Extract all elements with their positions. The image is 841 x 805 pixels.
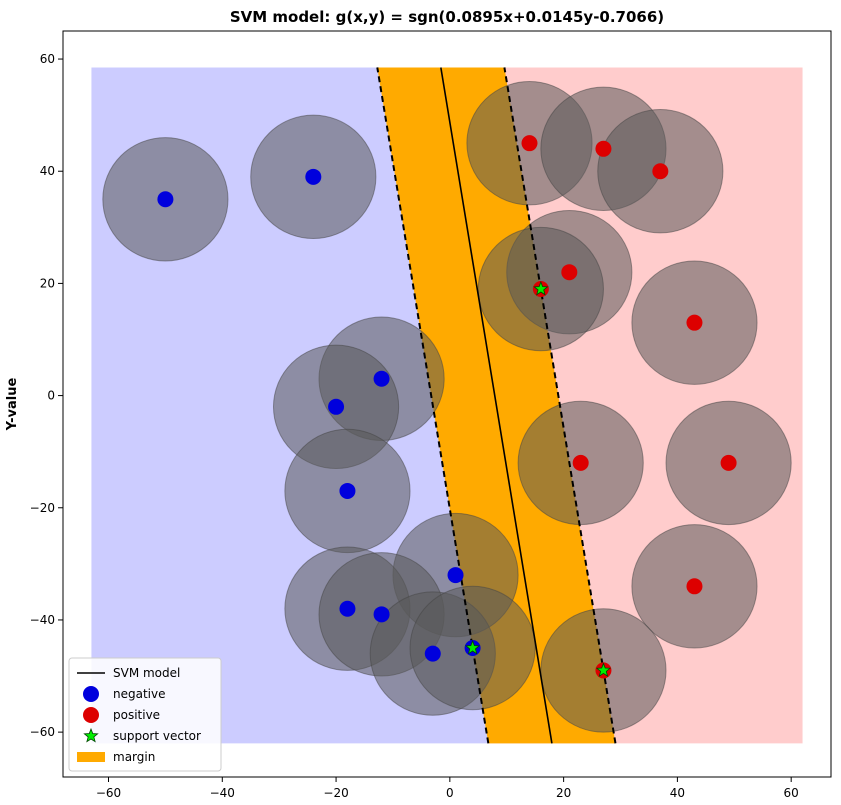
y-axis-label: Y-value [5, 377, 20, 431]
negative-point [339, 600, 356, 617]
margin-line-negative [503, 67, 617, 744]
y-tick-label: −60 [30, 725, 55, 739]
y-tick-label: 0 [47, 389, 55, 403]
x-tick-label: −60 [96, 786, 121, 800]
positive-point [720, 454, 737, 471]
margin-line-positive [376, 67, 490, 744]
y-tick-label: −20 [30, 501, 55, 515]
legend-label: support vector [113, 729, 201, 743]
negative-point [373, 370, 390, 387]
x-tick-label: −20 [323, 786, 348, 800]
y-tick-label: 40 [40, 164, 55, 178]
positive-point [572, 454, 589, 471]
legend-label: margin [113, 750, 155, 764]
positive-point [686, 314, 703, 331]
plot-frame [62, 30, 832, 778]
negative-point [328, 398, 345, 415]
y-tick-label: 20 [40, 276, 55, 290]
y-tick-label: −40 [30, 613, 55, 627]
positive-point [686, 578, 703, 595]
legend-label: positive [113, 708, 160, 722]
support-vector-star [533, 280, 549, 296]
support-vector-star [595, 662, 612, 677]
negative-point [305, 168, 322, 185]
support-vector-star [464, 639, 481, 655]
svm-model-line [440, 67, 553, 744]
legend-swatch-margin [77, 752, 105, 762]
positive-point [652, 163, 669, 180]
negative-point [424, 645, 441, 662]
x-tick-label: 20 [556, 786, 571, 800]
positive-point [521, 135, 538, 152]
negative-point [373, 606, 390, 623]
x-tick-label: 0 [446, 786, 454, 800]
legend: SVM model negative positive support vector m… [68, 657, 222, 772]
negative-point [157, 191, 174, 208]
negative-point [447, 567, 464, 584]
legend-swatch-star [83, 727, 99, 743]
negative-point [339, 482, 356, 499]
positive-point [561, 264, 578, 281]
legend-label: negative [113, 687, 165, 701]
legend-box [68, 657, 222, 772]
positive-point [595, 140, 612, 157]
legend-swatch-positive [83, 707, 99, 723]
legend-swatch-negative [83, 686, 99, 702]
x-tick-label: 40 [670, 786, 685, 800]
x-tick-label: −40 [210, 786, 235, 800]
legend-label: SVM model [113, 666, 180, 680]
chart-title: SVM model: g(x,y) = sgn(0.0895x+0.0145y-… [230, 8, 664, 26]
x-tick-label: 60 [784, 786, 799, 800]
y-tick-label: 60 [40, 52, 55, 66]
